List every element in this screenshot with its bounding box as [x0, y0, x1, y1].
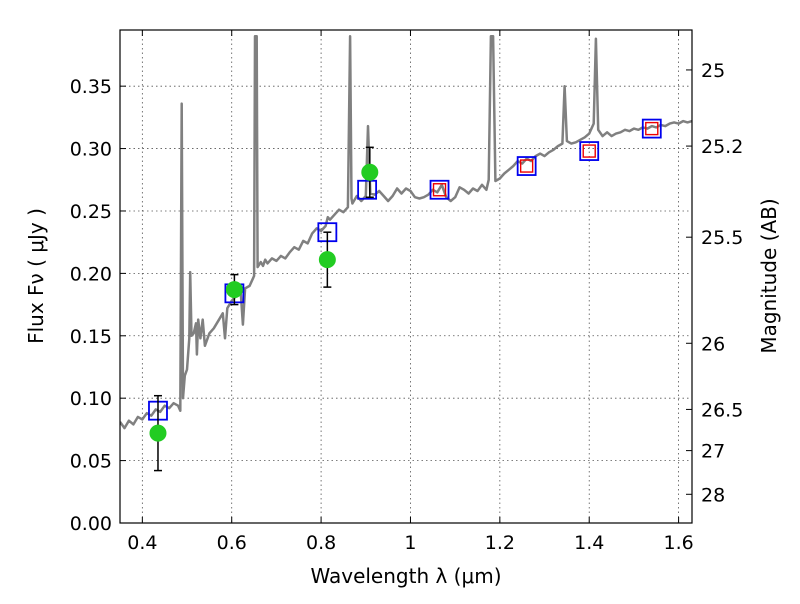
model-flux-box	[516, 156, 537, 176]
right-axis-label: Magnitude (AB)	[757, 198, 781, 353]
plot-frame	[119, 29, 693, 524]
model-flux-box	[641, 118, 662, 139]
x-tick-label: 0.4	[127, 532, 157, 554]
y-tick-label: 0.30	[70, 139, 112, 161]
predicted-flux-marker	[519, 159, 534, 173]
observed-flux-point	[225, 281, 243, 299]
x-tick-label: 1.6	[663, 532, 693, 554]
y-tick-label: 0.20	[70, 263, 112, 285]
model-flux-box	[579, 141, 600, 161]
right-tick-label: 27	[701, 441, 725, 463]
model-flux-box	[357, 179, 378, 200]
right-tick-label: 25.5	[701, 227, 743, 249]
predicted-flux-marker	[432, 183, 447, 197]
x-tick-label: 1.2	[485, 532, 515, 554]
y-axis-label: Flux Fν ( μJy )	[24, 208, 48, 344]
tick-layer: 0.4 0.6 0.8 1 1.2 1.4 1.6 0.00 0.05 0.10 0.15 0.20 0…	[70, 30, 743, 554]
right-tick-label: 26	[701, 333, 725, 355]
y-tick-label: 0.05	[70, 451, 112, 473]
right-tick-label: 26.5	[701, 399, 743, 421]
observed-flux-point	[361, 163, 379, 181]
x-tick-label: 0.8	[306, 532, 336, 554]
x-tick-label: 1.4	[574, 532, 604, 554]
y-tick-label: 0.10	[70, 388, 112, 410]
grid-layer	[120, 30, 692, 523]
y-tick-label: 0.15	[70, 326, 112, 348]
right-tick-label: 25.2	[701, 136, 743, 158]
predicted-flux-marker	[582, 144, 596, 158]
model-flux-box	[429, 179, 450, 200]
right-tick-label: 25	[701, 60, 725, 82]
marker-layer	[148, 118, 662, 472]
observed-flux-point	[149, 424, 167, 442]
observed-flux-point	[318, 251, 336, 269]
x-axis-label: Wavelength λ (μm)	[310, 564, 501, 588]
x-tick-label: 1	[404, 532, 416, 554]
right-tick-label: 28	[701, 484, 725, 506]
y-tick-label: 0.35	[70, 76, 112, 98]
y-tick-label: 0.25	[70, 201, 112, 223]
y-tick-label: 0.00	[70, 513, 112, 535]
model-spectrum-line	[120, 34, 692, 430]
spectrum-layer	[120, 34, 692, 430]
x-tick-label: 0.6	[217, 532, 247, 554]
predicted-flux-marker	[645, 121, 659, 136]
